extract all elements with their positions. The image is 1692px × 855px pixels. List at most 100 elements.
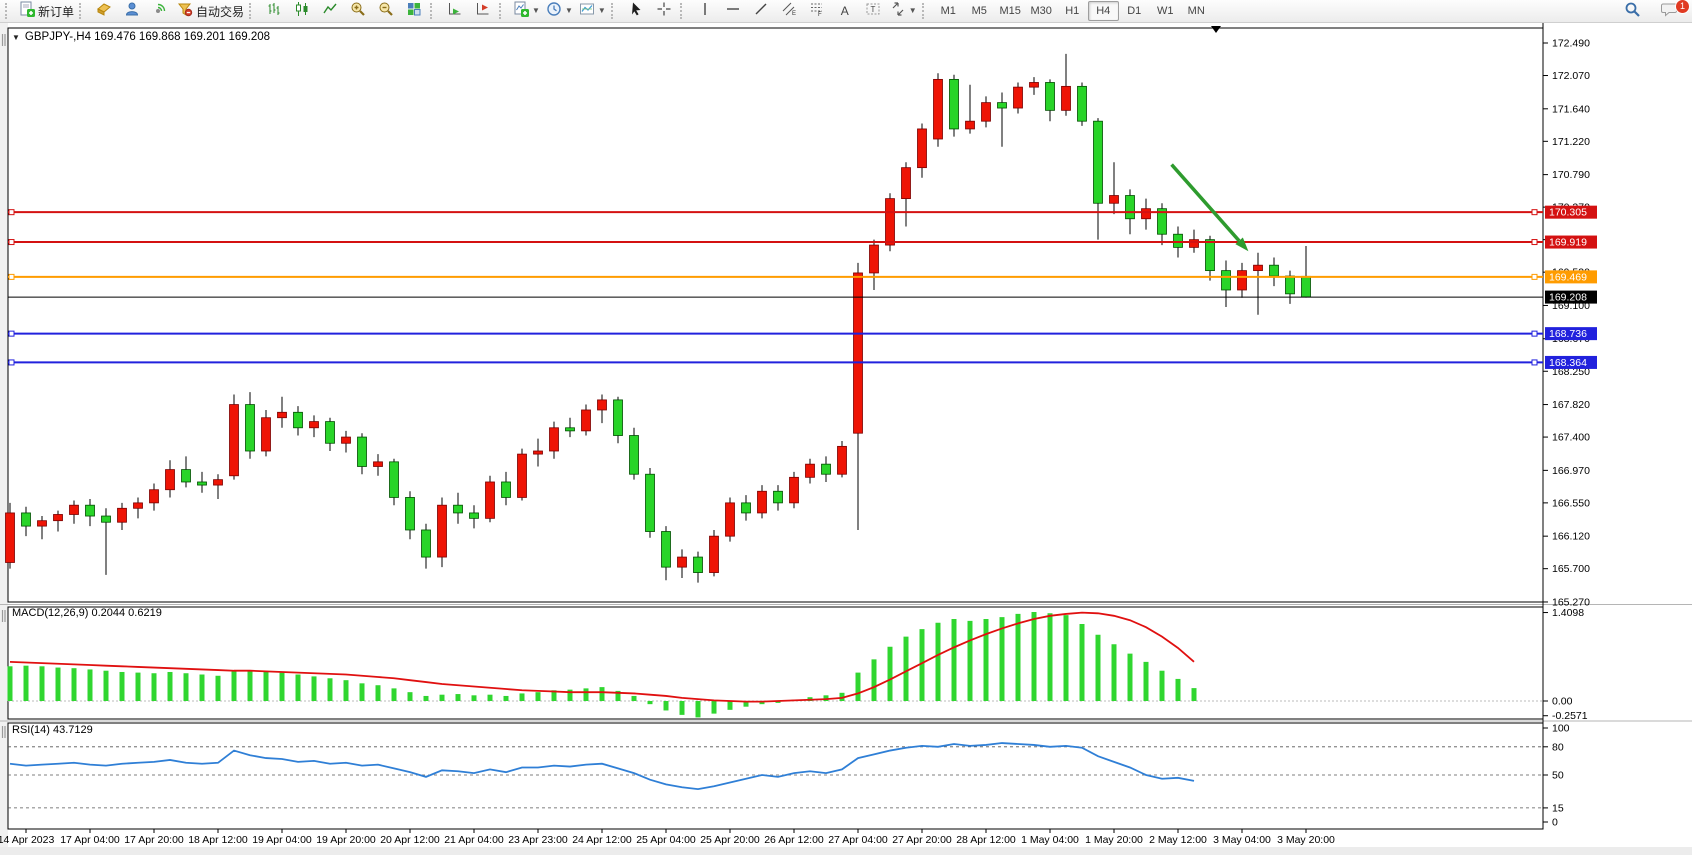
profiles-button[interactable]: ▼ (543, 0, 576, 22)
svg-text:170.305: 170.305 (1549, 207, 1587, 219)
time-tick-label: 2 May 12:00 (1149, 834, 1207, 846)
zoom-in-button[interactable] (344, 0, 372, 22)
line-handle[interactable] (8, 330, 15, 337)
toolbar-gripper[interactable] (249, 3, 256, 19)
new-order-button[interactable]: 新订单 (16, 0, 77, 22)
chart-shift-icon (475, 1, 491, 22)
line-handle[interactable] (8, 359, 15, 366)
horizontal-line-icon (725, 1, 741, 22)
toolbar-gripper[interactable] (610, 3, 618, 19)
arrows-tool-button[interactable]: ▼ (887, 0, 920, 22)
time-tick-label: 17 Apr 20:00 (124, 834, 184, 846)
macd-axis-label: -0.2571 (1552, 710, 1588, 722)
price-tick-label: 171.640 (1552, 103, 1590, 115)
new-chart-button[interactable]: ▼ (510, 0, 543, 22)
time-tick-label: 17 Apr 04:00 (60, 834, 120, 846)
vertical-line-tool-button[interactable] (691, 0, 719, 22)
line-handle[interactable] (1531, 273, 1538, 280)
price-badge: 170.305 (1545, 205, 1597, 219)
chevron-down-icon: ▼ (597, 6, 606, 15)
tf-d1-button[interactable]: D1 (1127, 5, 1142, 17)
pane-splitter-grip[interactable] (1, 610, 6, 622)
rsi-axis-label: 80 (1552, 741, 1564, 753)
price-tick-label: 165.700 (1552, 563, 1590, 575)
toolbar-gripper[interactable] (79, 3, 86, 19)
time-tick-label: 24 Apr 12:00 (572, 834, 632, 846)
horizontal-line-object[interactable] (8, 330, 1543, 337)
time-tick-label: 14 Apr 2023 (0, 834, 54, 846)
line-handle[interactable] (1531, 330, 1538, 337)
tf-m30-button[interactable]: M30 (1030, 5, 1052, 17)
line-handle[interactable] (1531, 359, 1538, 366)
cursor-icon (628, 1, 644, 22)
svg-text:169.208: 169.208 (1549, 292, 1587, 304)
broadcast-button[interactable] (146, 0, 174, 22)
price-tick-label: 166.550 (1552, 497, 1590, 509)
horizontal-line-object[interactable] (8, 239, 1543, 246)
svg-text:T: T (870, 5, 875, 14)
text-icon: A (840, 4, 849, 18)
time-tick-label: 19 Apr 04:00 (252, 834, 312, 846)
chart-shift-marker[interactable] (1211, 26, 1221, 33)
line-handle[interactable] (8, 273, 15, 280)
zoom-out-button[interactable] (372, 0, 400, 22)
toolbar-gripper[interactable] (921, 3, 929, 19)
search-button[interactable] (1618, 1, 1646, 23)
toolbar-gripper[interactable] (679, 3, 687, 19)
user-profile-button[interactable] (118, 0, 146, 22)
horizontal-line-object[interactable] (8, 209, 1543, 216)
gold-book-button[interactable] (90, 0, 118, 22)
cursor-tool-button[interactable] (622, 0, 650, 22)
symbol-dropdown-icon[interactable]: ▼ (12, 32, 20, 42)
line-chart-icon (322, 1, 338, 22)
pane-splitter-grip[interactable] (1, 34, 6, 46)
toolbar-gripper[interactable] (430, 3, 437, 19)
trendline-tool-button[interactable] (747, 0, 775, 22)
time-tick-label: 1 May 04:00 (1021, 834, 1079, 846)
equidistant-channel-tool-button[interactable]: E (775, 0, 803, 22)
chart-template-button[interactable]: ▼ (576, 0, 609, 22)
candlestick-chart-icon (294, 1, 310, 22)
chart-shift-button[interactable] (469, 0, 497, 22)
auto-trading-label: 自动交易 (196, 4, 245, 19)
time-tick-label: 19 Apr 20:00 (316, 834, 376, 846)
candlestick-chart-button[interactable] (288, 0, 316, 22)
tf-h1-button[interactable]: H1 (1065, 5, 1080, 17)
auto-trading-button[interactable]: 自动交易 (174, 0, 247, 22)
gold-book-icon (96, 1, 112, 22)
text-label-tool-button[interactable]: T (859, 0, 887, 22)
line-handle[interactable] (1531, 209, 1538, 216)
text-tool-button[interactable]: A (831, 0, 859, 22)
pane-splitter-grip[interactable] (1, 726, 6, 738)
toolbar-gripper[interactable] (499, 3, 506, 19)
line-handle[interactable] (8, 209, 15, 216)
crosshair-tool-button[interactable] (650, 0, 678, 22)
bar-chart-button[interactable] (260, 0, 288, 22)
tf-m5-button[interactable]: M5 (971, 5, 987, 17)
fibonacci-tool-button[interactable]: F (803, 0, 831, 22)
trendline-icon (753, 1, 769, 22)
line-chart-button[interactable] (316, 0, 344, 22)
horizontal-line-object[interactable] (8, 273, 1543, 280)
toolbar-gripper[interactable] (5, 3, 12, 19)
tile-windows-button[interactable] (400, 0, 428, 22)
price-tick-label: 167.400 (1552, 432, 1590, 444)
tf-h4-button[interactable]: H4 (1087, 1, 1119, 21)
time-tick-label: 27 Apr 20:00 (892, 834, 952, 846)
tf-w1-button[interactable]: W1 (1156, 5, 1174, 17)
price-tick-label: 166.120 (1552, 531, 1590, 543)
notifications-button[interactable]: 1 (1656, 0, 1690, 23)
annotation-arrow[interactable] (1170, 163, 1249, 252)
line-handle[interactable] (1531, 239, 1538, 246)
line-handle[interactable] (8, 239, 15, 246)
price-tick-label: 170.790 (1552, 169, 1590, 181)
horizontal-line-object[interactable] (8, 359, 1543, 366)
tf-m1-button[interactable]: M1 (940, 5, 956, 17)
tf-m15-button[interactable]: M15 (999, 5, 1021, 17)
macd-axis-label: 0.00 (1552, 696, 1573, 708)
price-tick-label: 171.220 (1552, 136, 1590, 148)
tf-mn-button[interactable]: MN (1187, 5, 1205, 17)
auto-scroll-button[interactable] (441, 0, 469, 22)
horizontal-line-tool-button[interactable] (719, 0, 747, 22)
